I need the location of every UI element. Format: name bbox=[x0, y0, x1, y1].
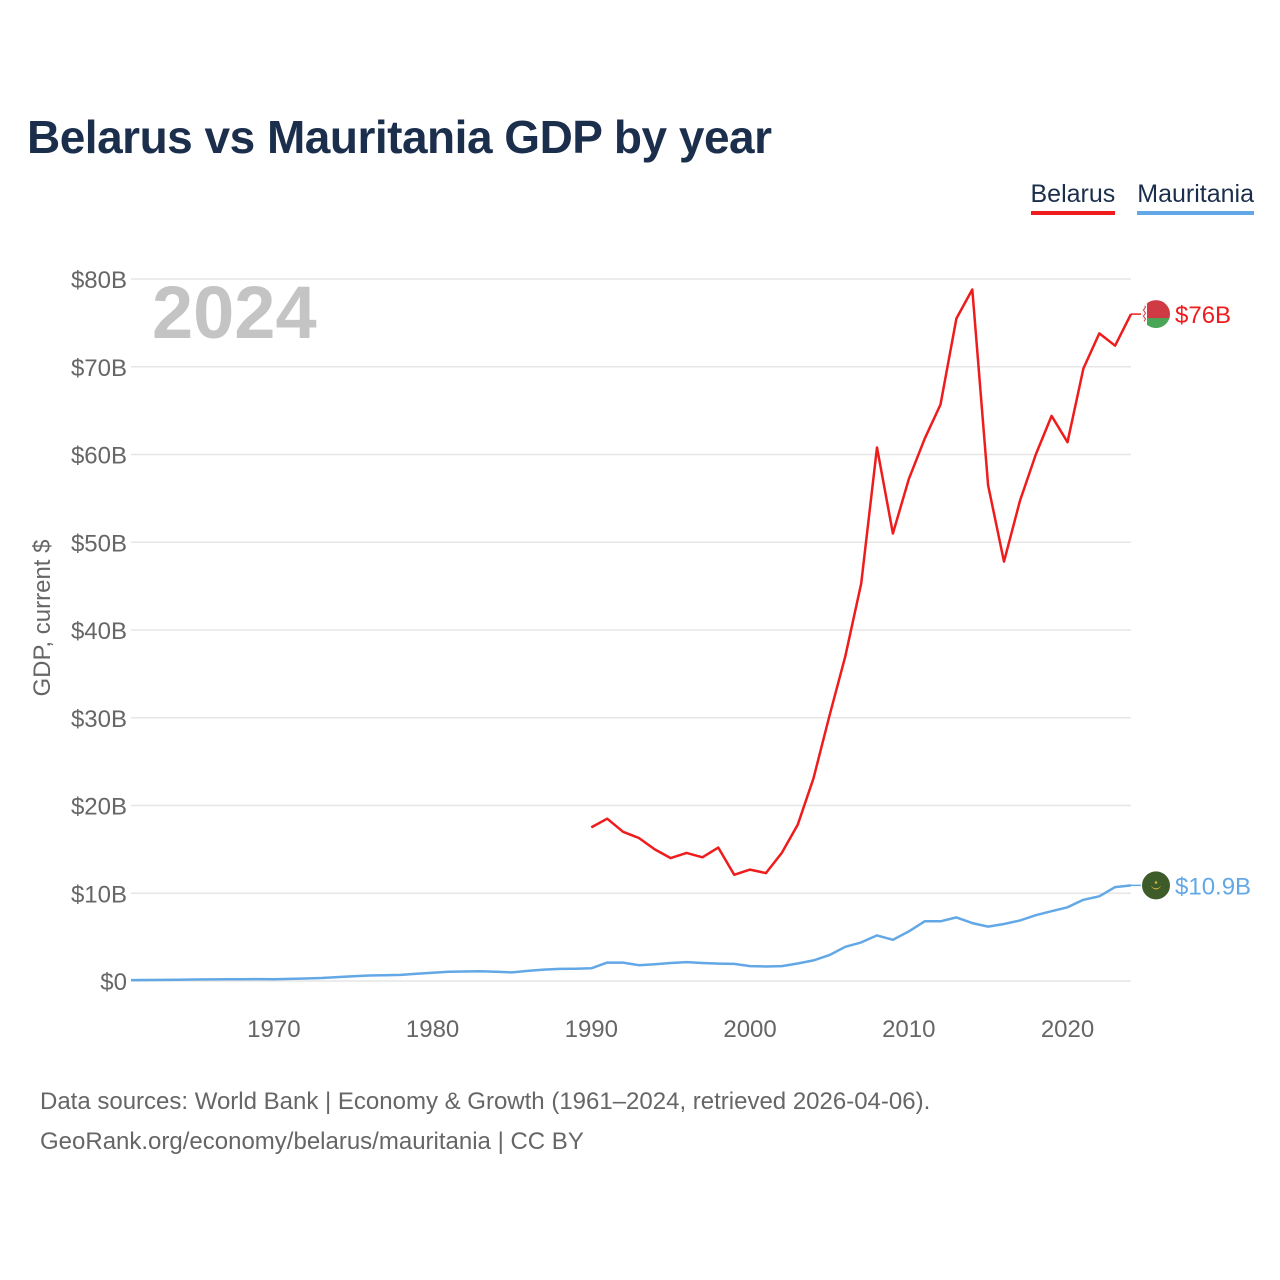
x-tick-label: 2010 bbox=[882, 1016, 935, 1043]
x-tick-label: 1980 bbox=[406, 1016, 459, 1043]
y-tick-label: $60B bbox=[71, 443, 127, 470]
x-tick-label: 2000 bbox=[723, 1016, 776, 1043]
x-tick-label: 1970 bbox=[247, 1016, 300, 1043]
footer-credit[interactable]: GeoRank.org/economy/belarus/mauritania |… bbox=[40, 1128, 584, 1155]
end-label-belarus: $76B bbox=[1175, 302, 1231, 329]
y-axis-ticks: $0 $10B $20B $30B $40B $50B $60B $70B $80B bbox=[71, 267, 127, 996]
footer-sources: Data sources: World Bank | Economy & Gro… bbox=[40, 1088, 931, 1115]
gridlines bbox=[131, 278, 1131, 982]
y-tick-label: $70B bbox=[71, 355, 127, 382]
legend: Belarus Mauritania bbox=[1030, 180, 1254, 215]
y-tick-label: $0 bbox=[100, 969, 127, 996]
x-axis-ticks: 1970 1980 1990 2000 2010 2020 bbox=[247, 1016, 1094, 1043]
series-line-mauritania bbox=[130, 884, 1132, 982]
legend-item-belarus[interactable]: Belarus bbox=[1030, 180, 1116, 215]
end-label-mauritania: $10.9B bbox=[1175, 873, 1251, 900]
chart-title: Belarus vs Mauritania GDP by year bbox=[27, 111, 772, 163]
y-tick-label: $10B bbox=[71, 881, 127, 908]
y-tick-label: $80B bbox=[71, 267, 127, 294]
x-tick-label: 1990 bbox=[565, 1016, 618, 1043]
series-lines bbox=[130, 288, 1141, 982]
line-chart: $0$10B$20B$30B$40B$50B$60B$70B$80B 1970 1… bbox=[29, 267, 1251, 1043]
y-tick-label: $20B bbox=[71, 794, 127, 821]
y-axis-label: GDP, current $ bbox=[29, 540, 56, 697]
y-tick-label: $50B bbox=[71, 530, 127, 557]
legend-item-mauritania[interactable]: Mauritania bbox=[1137, 180, 1254, 215]
end-markers bbox=[1142, 300, 1170, 900]
y-tick-label: $30B bbox=[71, 706, 127, 733]
footer: Data sources: World Bank | Economy & Gro… bbox=[40, 1082, 930, 1162]
belarus-flag-icon bbox=[1142, 300, 1170, 329]
x-tick-label: 2020 bbox=[1041, 1016, 1094, 1043]
year-watermark: 2024 bbox=[152, 271, 317, 354]
y-tick-label: $40B bbox=[71, 618, 127, 645]
series-line-belarus bbox=[590, 288, 1133, 877]
mauritania-flag-icon bbox=[1142, 871, 1170, 900]
